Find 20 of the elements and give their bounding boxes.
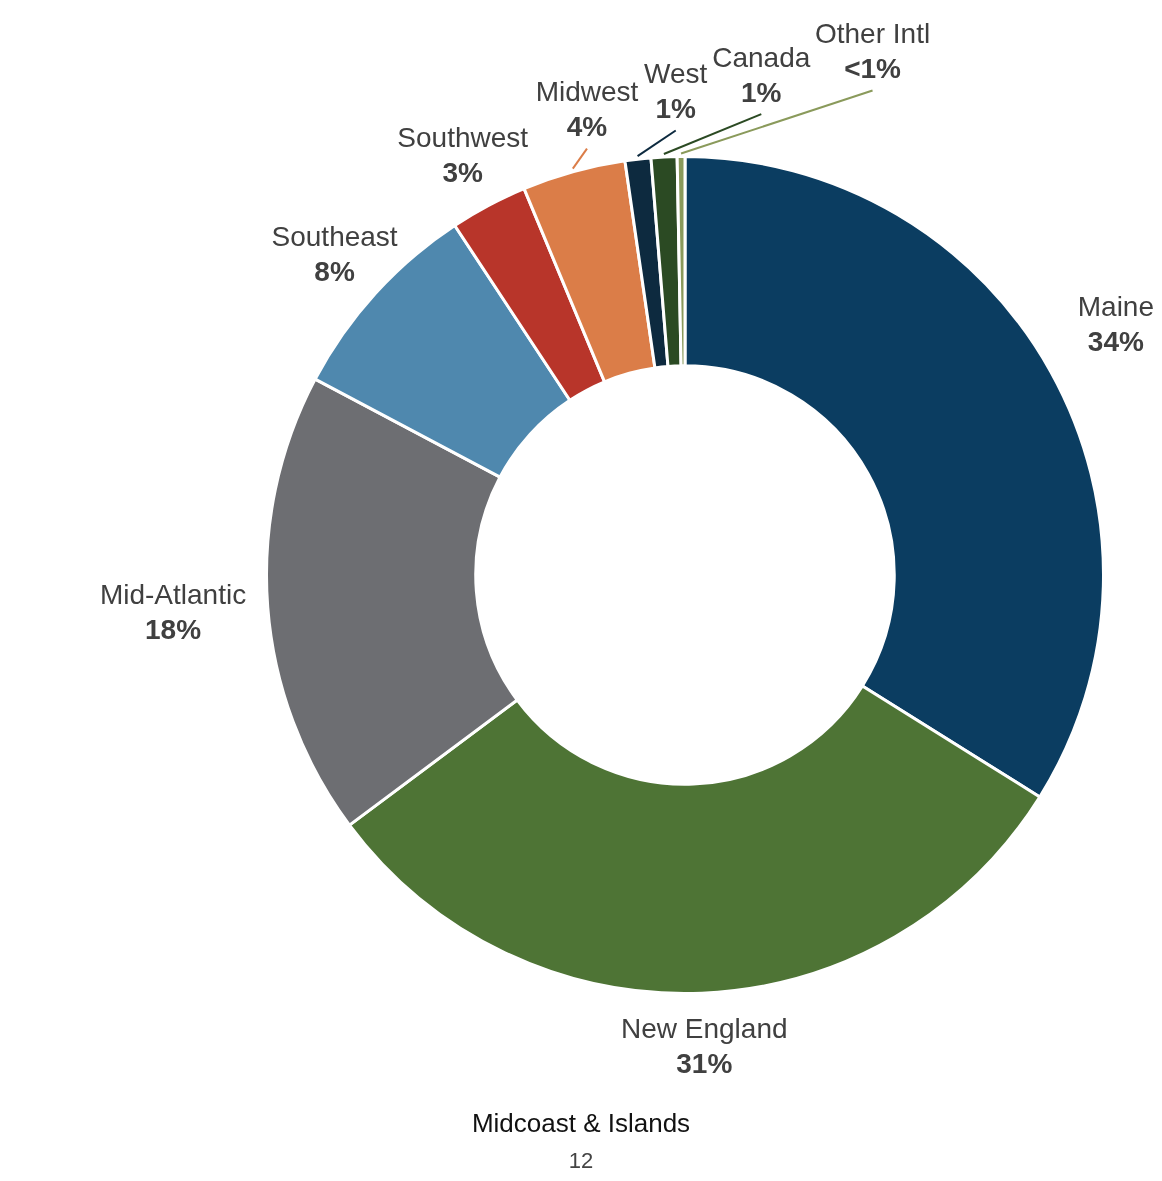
slice-label: Midwest [535, 76, 639, 108]
slice-label: Southeast [271, 221, 398, 253]
slice-label: West [644, 58, 708, 90]
data-label: <1% [844, 53, 902, 85]
data-label: 8% [314, 256, 355, 288]
slice-label: Maine [1077, 290, 1154, 322]
slice-label: Southwest [397, 121, 529, 153]
slice-label: Canada [712, 41, 811, 73]
slice-label: Mid-Atlantic [99, 579, 247, 611]
text: Midcoast & Islands [470, 1108, 692, 1139]
slice-label: Other Intl [814, 18, 931, 50]
data-label: 1% [741, 76, 782, 108]
data-label: 1% [655, 93, 697, 125]
data-label: 18% [144, 614, 202, 646]
text: 12 [567, 1148, 595, 1174]
data-label: 34% [1087, 325, 1144, 357]
slice-label: New England [620, 1012, 788, 1044]
data-label: 31% [676, 1047, 733, 1079]
data-label: 4% [566, 111, 608, 143]
data-label: 3% [442, 156, 484, 188]
